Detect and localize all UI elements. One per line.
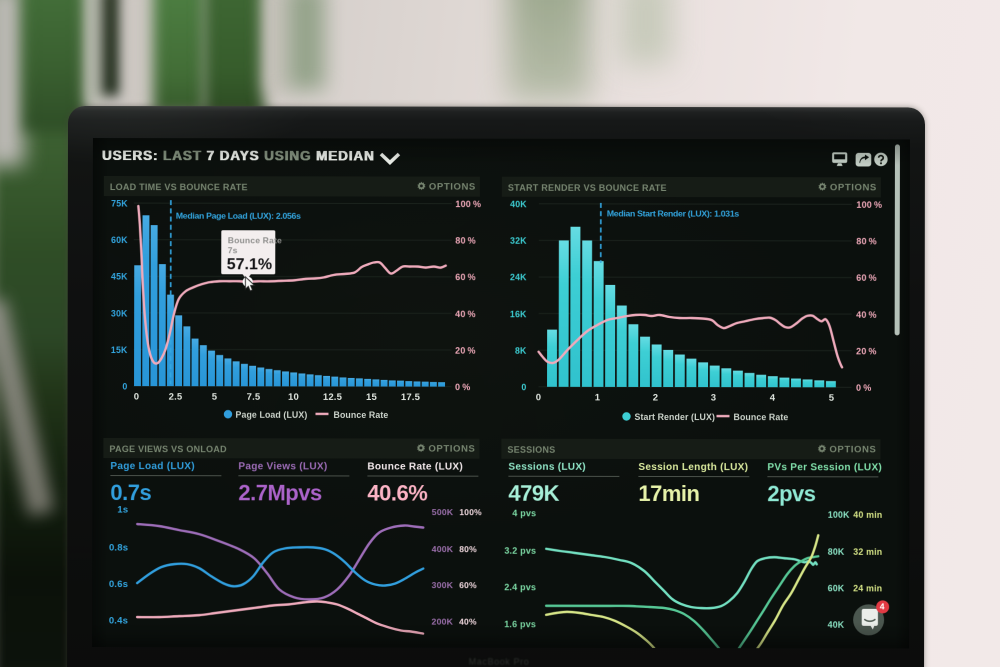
svg-text:Page Load (LUX): Page Load (LUX)	[235, 410, 307, 420]
svg-text:0: 0	[134, 392, 140, 403]
svg-text:1s: 1s	[117, 505, 128, 516]
svg-text:200K: 200K	[432, 617, 454, 627]
svg-text:100%: 100%	[459, 507, 482, 517]
svg-text:0: 0	[521, 382, 526, 392]
svg-text:45K: 45K	[111, 272, 128, 282]
svg-text:80 %: 80 %	[856, 236, 877, 246]
svg-text:3: 3	[711, 393, 717, 404]
svg-text:16K: 16K	[510, 309, 527, 319]
svg-text:12.5: 12.5	[323, 392, 343, 403]
svg-text:40%: 40%	[459, 617, 477, 627]
svg-text:0.6s: 0.6s	[109, 579, 128, 590]
svg-text:20 %: 20 %	[455, 346, 476, 356]
svg-text:2.5: 2.5	[169, 392, 183, 403]
svg-text:100K: 100K	[828, 510, 850, 520]
svg-text:80 %: 80 %	[455, 236, 476, 246]
svg-text:500K: 500K	[432, 507, 454, 517]
svg-text:40 min: 40 min	[853, 510, 882, 520]
svg-text:80%: 80%	[459, 544, 477, 554]
svg-text:Start Render (LUX): Start Render (LUX)	[634, 412, 715, 422]
svg-text:17.5: 17.5	[401, 392, 421, 403]
svg-text:40 %: 40 %	[455, 309, 476, 319]
svg-text:0.4s: 0.4s	[109, 616, 128, 627]
svg-text:57.1%: 57.1%	[227, 256, 272, 273]
svg-text:5: 5	[212, 392, 218, 403]
svg-text:4: 4	[770, 393, 776, 404]
svg-text:60 %: 60 %	[455, 272, 476, 282]
svg-text:15: 15	[366, 392, 378, 403]
svg-text:5: 5	[829, 393, 835, 404]
svg-text:2: 2	[653, 392, 659, 403]
svg-text:8K: 8K	[515, 346, 527, 356]
svg-text:1: 1	[595, 392, 601, 403]
svg-text:15K: 15K	[111, 345, 128, 355]
svg-text:Bounce Rate: Bounce Rate	[228, 235, 282, 245]
svg-text:32 min: 32 min	[853, 547, 882, 557]
svg-text:0: 0	[536, 392, 542, 403]
svg-text:2.4 pvs: 2.4 pvs	[504, 582, 536, 592]
svg-text:7.5: 7.5	[247, 392, 261, 403]
svg-text:60K: 60K	[828, 583, 845, 593]
svg-text:40K: 40K	[510, 199, 527, 209]
svg-text:0 %: 0 %	[455, 382, 470, 392]
svg-text:4 pvs: 4 pvs	[512, 508, 536, 518]
svg-text:20 %: 20 %	[856, 346, 877, 356]
svg-text:400K: 400K	[432, 544, 454, 554]
svg-text:Median Start Render (LUX): 1.0: Median Start Render (LUX): 1.031s	[607, 208, 740, 218]
svg-text:60K: 60K	[111, 235, 128, 245]
svg-text:100 %: 100 %	[455, 199, 481, 209]
svg-text:0: 0	[122, 382, 127, 392]
svg-text:0.8s: 0.8s	[109, 543, 128, 554]
svg-text:60 %: 60 %	[856, 273, 877, 283]
svg-text:30K: 30K	[111, 308, 128, 318]
svg-text:10: 10	[288, 392, 299, 403]
svg-text:300K: 300K	[432, 580, 454, 590]
svg-text:60%: 60%	[459, 580, 477, 590]
svg-text:24 min: 24 min	[853, 583, 882, 593]
svg-text:24K: 24K	[510, 272, 527, 282]
svg-text:40K: 40K	[828, 620, 845, 630]
svg-text:7s: 7s	[228, 245, 238, 255]
svg-text:100 %: 100 %	[856, 200, 882, 210]
svg-text:75K: 75K	[111, 199, 128, 209]
svg-text:0 %: 0 %	[856, 383, 871, 393]
svg-text:3.2 pvs: 3.2 pvs	[504, 546, 536, 556]
svg-text:Bounce Rate: Bounce Rate	[733, 412, 788, 422]
svg-text:40 %: 40 %	[856, 310, 877, 320]
svg-text:32K: 32K	[510, 236, 527, 246]
svg-text:80K: 80K	[828, 547, 845, 557]
svg-text:Bounce Rate: Bounce Rate	[333, 410, 388, 420]
svg-text:Median Page Load (LUX): 2.056s: Median Page Load (LUX): 2.056s	[176, 211, 301, 221]
svg-text:1.6 pvs: 1.6 pvs	[504, 619, 536, 629]
